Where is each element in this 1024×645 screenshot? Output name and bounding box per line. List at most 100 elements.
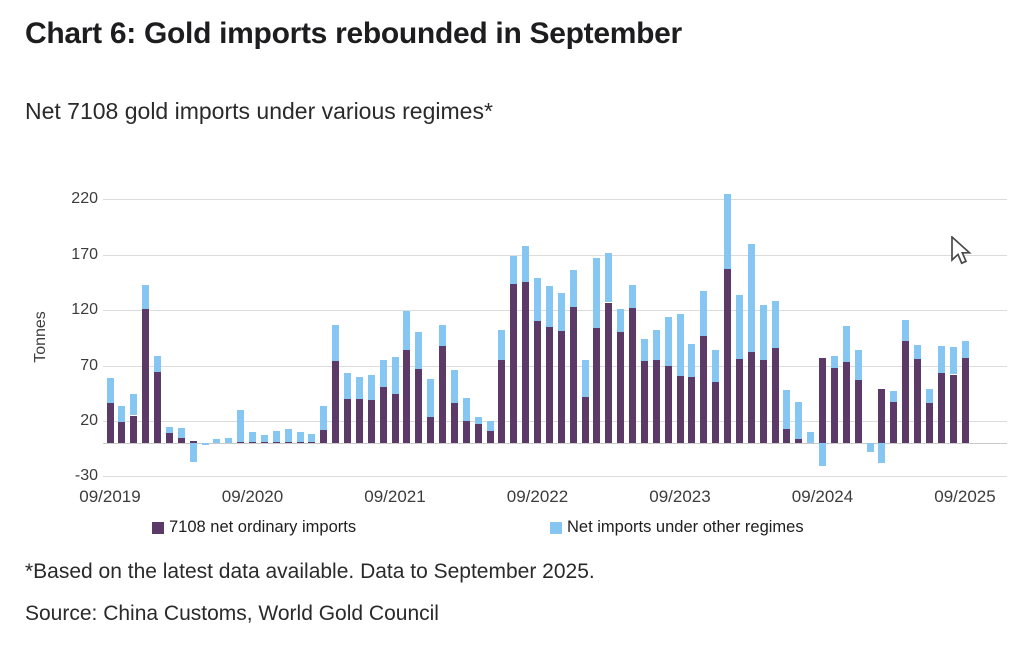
bar-ordinary-01/2022 — [439, 345, 446, 444]
bar-ordinary-05/2023 — [629, 308, 636, 444]
bar-other-12/2021 — [427, 378, 435, 417]
bar-ordinary-09/2025 — [961, 357, 969, 444]
bar-other-01/2020 — [154, 355, 161, 373]
x-axis-tick-label: 09/2019 — [79, 487, 141, 506]
bar-other-12/2024 — [854, 350, 862, 380]
bar-other-01/2022 — [439, 324, 446, 346]
bar-other-10/2020 — [260, 435, 268, 442]
bar-other-02/2023 — [593, 258, 601, 328]
bar-ordinary-07/2024 — [795, 438, 803, 444]
bar-ordinary-07/2023 — [652, 360, 660, 444]
bar-ordinary-05/2021 — [344, 398, 351, 444]
bar-other-08/2025 — [949, 346, 957, 375]
y-axis-tick-label: 120 — [71, 301, 98, 319]
bar-ordinary-12/2019 — [142, 309, 150, 444]
bar-ordinary-07/2025 — [937, 373, 945, 444]
gridline-120 — [103, 310, 1007, 312]
bar-ordinary-10/2022 — [545, 326, 553, 444]
bar-other-08/2020 — [237, 410, 245, 443]
bar-ordinary-11/2024 — [842, 362, 850, 444]
bar-ordinary-09/2024 — [819, 357, 826, 444]
bar-other-04/2023 — [617, 309, 625, 333]
bar-ordinary-03/2020 — [177, 437, 185, 444]
bar-ordinary-05/2024 — [771, 347, 779, 444]
bar-ordinary-09/2019 — [106, 403, 114, 444]
x-axis-tick-label: 09/2021 — [364, 487, 426, 506]
bar-ordinary-02/2022 — [450, 403, 458, 444]
bar-other-02/2024 — [735, 294, 743, 359]
bar-other-12/2022 — [569, 270, 577, 307]
bar-ordinary-03/2023 — [605, 302, 613, 444]
bar-ordinary-04/2023 — [617, 332, 625, 444]
bar-other-05/2025 — [914, 344, 921, 359]
bar-other-01/2021 — [296, 432, 304, 443]
bar-ordinary-11/2021 — [415, 369, 423, 444]
bar-other-06/2024 — [783, 390, 791, 429]
bar-other-11/2021 — [415, 332, 423, 369]
bar-other-09/2023 — [676, 313, 684, 376]
x-axis-zero-line — [103, 443, 1007, 445]
bar-other-11/2019 — [130, 394, 138, 416]
bar-ordinary-05/2025 — [914, 359, 921, 444]
bar-ordinary-02/2020 — [165, 433, 173, 444]
bar-other-06/2022 — [498, 330, 506, 361]
bar-ordinary-04/2020 — [189, 441, 197, 444]
bar-ordinary-08/2020 — [237, 442, 245, 444]
y-axis-tick-label: 220 — [71, 190, 98, 208]
bar-other-06/2020 — [213, 438, 221, 444]
bar-other-05/2021 — [344, 373, 351, 399]
bar-other-09/2019 — [106, 377, 114, 404]
bar-ordinary-08/2025 — [949, 374, 957, 444]
bar-other-10/2019 — [118, 405, 126, 423]
bar-ordinary-03/2024 — [747, 352, 755, 444]
bar-ordinary-09/2023 — [676, 375, 684, 444]
chart-title: Chart 6: Gold imports rebounded in Septe… — [25, 17, 682, 50]
bar-ordinary-12/2021 — [427, 416, 435, 444]
bar-ordinary-10/2024 — [830, 367, 838, 444]
x-axis-tick-label: 09/2022 — [506, 487, 569, 506]
bar-ordinary-08/2023 — [664, 365, 672, 444]
bar-other-05/2022 — [486, 421, 494, 431]
bar-other-04/2020 — [189, 443, 197, 462]
bar-other-07/2023 — [652, 330, 660, 361]
bar-other-10/2023 — [688, 343, 696, 377]
bar-other-10/2024 — [830, 355, 838, 368]
bar-other-04/2025 — [902, 320, 910, 342]
bar-ordinary-12/2024 — [854, 380, 862, 444]
bar-other-01/2025 — [866, 443, 874, 453]
x-axis-tick-label: 09/2020 — [221, 487, 284, 506]
bar-ordinary-02/2023 — [593, 328, 601, 444]
bar-other-05/2020 — [201, 443, 209, 446]
bar-ordinary-02/2024 — [735, 359, 743, 444]
bar-other-07/2022 — [510, 255, 518, 284]
bar-ordinary-07/2021 — [367, 400, 375, 444]
gridline-70 — [103, 365, 1007, 367]
bar-other-01/2023 — [581, 360, 589, 397]
bar-ordinary-01/2020 — [154, 372, 161, 444]
bar-other-03/2022 — [462, 397, 470, 422]
bar-ordinary-01/2023 — [581, 396, 589, 444]
bar-other-11/2022 — [557, 292, 565, 332]
legend-label-other-regimes: Net imports under other regimes — [567, 518, 804, 536]
mouse-cursor-icon — [951, 236, 972, 265]
x-axis-tick-label: 09/2024 — [791, 487, 854, 506]
bar-other-03/2025 — [890, 391, 898, 403]
gridline--30 — [103, 476, 1007, 478]
y-axis-title: Tonnes — [32, 311, 49, 363]
bar-ordinary-03/2022 — [462, 421, 470, 444]
bar-ordinary-02/2021 — [308, 442, 316, 444]
bar-other-04/2024 — [759, 304, 767, 361]
bar-ordinary-09/2021 — [391, 394, 399, 444]
y-axis-tick-label: 20 — [80, 412, 98, 429]
bar-ordinary-06/2023 — [640, 361, 648, 444]
bar-other-11/2023 — [700, 291, 708, 336]
legend-swatch-other-regimes — [550, 521, 562, 534]
gridline-220 — [103, 199, 1007, 201]
bar-other-03/2021 — [320, 405, 328, 430]
bar-ordinary-10/2021 — [403, 350, 411, 444]
bar-other-07/2020 — [225, 437, 233, 444]
bar-ordinary-03/2025 — [890, 402, 898, 444]
x-axis-tick-label: 09/2023 — [649, 487, 711, 506]
bar-other-10/2021 — [403, 311, 411, 351]
bar-ordinary-08/2022 — [522, 281, 530, 444]
